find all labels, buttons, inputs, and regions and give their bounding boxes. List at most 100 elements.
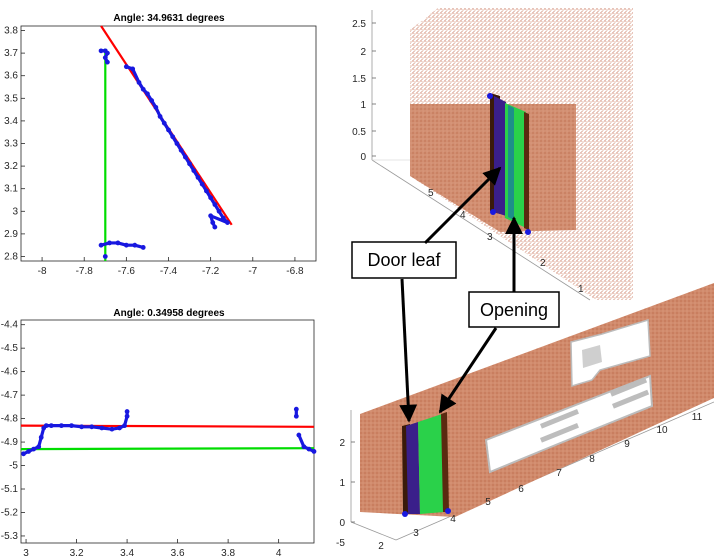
z-axis-ticks: 0 0.5 1 1.5 2 2.5 bbox=[352, 19, 376, 163]
cabinet-shelf bbox=[539, 423, 579, 443]
y-tick-label: 2.8 bbox=[4, 251, 18, 262]
3d-view-bottom: 0 1 2 2 3 4 5 6 7 8 9 10 11 -5 bbox=[336, 283, 714, 552]
door-frame-right bbox=[441, 412, 449, 512]
door-opening-shade bbox=[508, 105, 514, 220]
data-point bbox=[104, 59, 110, 65]
y-tick-label: -5.1 bbox=[1, 484, 19, 495]
y-tick-label: 3.1 bbox=[4, 184, 18, 195]
depth-tick-label: 4 bbox=[460, 210, 466, 221]
y-tick-label: 2.9 bbox=[4, 229, 18, 240]
cabinet-shelf bbox=[540, 409, 579, 429]
chart-bottom-angle: Angle: 0.34958 degrees -4.4 -4.5 -4.6 -4.7 -… bbox=[1, 308, 317, 559]
x-axis: 3 3.2 3.4 3.6 3.8 4 bbox=[23, 539, 282, 559]
y-tick-label: 3.5 bbox=[4, 93, 18, 104]
data-point bbox=[293, 413, 299, 419]
z-tick-label: 2 bbox=[339, 438, 345, 449]
x-tick-label: 3.6 bbox=[171, 548, 185, 559]
green-line bbox=[20, 447, 315, 451]
y-tick-label: 3.2 bbox=[4, 161, 18, 172]
y-tick-label: -4.8 bbox=[1, 414, 19, 425]
y-axis: -4.4 -4.5 -4.6 -4.7 -4.8 -4.9 -5 -5.1 -5.2 -5.3 bbox=[1, 320, 25, 542]
x-tick-label: 11 bbox=[692, 412, 703, 423]
x-tick-label: 3.4 bbox=[120, 548, 134, 559]
x-tick-label: 4 bbox=[450, 514, 456, 525]
door-opening bbox=[418, 414, 444, 514]
door-leaf bbox=[406, 422, 420, 514]
x-tick-label: 2 bbox=[378, 541, 384, 552]
door-corner-point bbox=[445, 508, 451, 514]
callout-label: Opening bbox=[480, 300, 548, 320]
door-corner-point bbox=[490, 209, 496, 215]
y-tick-label: -5.3 bbox=[1, 531, 19, 542]
callout-arrow bbox=[399, 278, 418, 423]
x-tick-label: 7 bbox=[556, 468, 562, 479]
callout-opening: Opening bbox=[438, 216, 560, 414]
y-tick-label: 3.8 bbox=[4, 26, 18, 37]
y-tick-label: -4.7 bbox=[1, 390, 19, 401]
x-tick-label: 5 bbox=[485, 497, 491, 508]
z-axis-ticks: 0 1 2 bbox=[339, 438, 355, 529]
door-corner-point bbox=[402, 511, 408, 517]
x-tick-label: -7.6 bbox=[118, 266, 136, 277]
window-opening bbox=[570, 319, 651, 388]
data-point bbox=[212, 224, 218, 230]
y-tick-label: -4.6 bbox=[1, 367, 19, 378]
x-tick-label: 3.8 bbox=[221, 548, 235, 559]
x-tick-label: 4 bbox=[276, 548, 282, 559]
window-clutter bbox=[582, 345, 602, 368]
y-tick-label: -4.4 bbox=[1, 320, 19, 331]
x-tick-label: 3.2 bbox=[70, 548, 84, 559]
x-tick-label: 10 bbox=[656, 425, 668, 436]
y-tick-label: -5 bbox=[336, 538, 345, 549]
y-tick-label: 3 bbox=[12, 206, 18, 217]
x-tick-label: 3 bbox=[23, 548, 29, 559]
callout-arrow bbox=[423, 166, 502, 245]
z-tick-label: 2 bbox=[360, 47, 366, 58]
data-point bbox=[140, 245, 146, 250]
data-point-trace bbox=[131, 67, 141, 85]
plot-area bbox=[20, 319, 315, 544]
plot-area bbox=[20, 25, 317, 262]
x-tick-label: 8 bbox=[589, 454, 595, 465]
y-tick-label: 3.4 bbox=[4, 116, 18, 127]
callout-arrow bbox=[438, 327, 498, 414]
x-tick-label: -7.2 bbox=[202, 266, 220, 277]
x-tick-label: 9 bbox=[624, 439, 630, 450]
z-tick-label: 2.5 bbox=[352, 19, 366, 30]
door-corner-point bbox=[487, 93, 493, 99]
depth-tick-label: 1 bbox=[578, 284, 584, 295]
y-axis-ticks: -5 bbox=[336, 538, 345, 549]
cabinet-opening bbox=[484, 374, 654, 474]
cabinet-shelf bbox=[611, 389, 650, 409]
depth-tick-label: 5 bbox=[428, 188, 434, 199]
depth-axis-line bbox=[371, 159, 591, 301]
y-tick-label: -5.2 bbox=[1, 507, 19, 518]
z-tick-label: 1 bbox=[360, 100, 366, 111]
x-tick-label: -7.4 bbox=[160, 266, 178, 277]
chart-top-angle: Angle: 34.9631 degrees 2.8 2.9 3 3.1 3.2 3.3 3… bbox=[4, 13, 317, 277]
z-tick-label: 0.5 bbox=[352, 127, 366, 138]
plot-marks bbox=[98, 25, 233, 261]
floor-edge bbox=[350, 521, 397, 541]
callout-label: Door leaf bbox=[367, 250, 441, 270]
door-leaf bbox=[494, 96, 506, 216]
y-tick-label: 3.7 bbox=[4, 48, 18, 59]
y-tick-label: 3.6 bbox=[4, 71, 18, 82]
x-axis: -8 -7.8 -7.6 -7.4 -7.2 -7 -6.8 bbox=[38, 257, 304, 277]
x-tick-label: 6 bbox=[518, 484, 524, 495]
door-corner-point bbox=[525, 229, 531, 235]
door-frame-right bbox=[524, 112, 529, 230]
y-tick-label: -4.5 bbox=[1, 343, 19, 354]
y-tick-label: -5 bbox=[9, 461, 18, 472]
x-axis-ticks: 2 3 4 5 6 7 8 9 10 11 bbox=[378, 412, 702, 552]
data-point bbox=[124, 409, 130, 414]
data-point-trace bbox=[209, 214, 230, 225]
chart-title: Angle: 34.9631 degrees bbox=[113, 13, 225, 24]
callout-door-leaf: Door leaf bbox=[351, 166, 502, 423]
y-axis: 2.8 2.9 3 3.1 3.2 3.3 3.4 3.5 3.6 3.7 3.8 bbox=[4, 26, 25, 262]
cabinet-shelf bbox=[610, 377, 648, 397]
depth-axis-ticks: 5 4 3 2 1 bbox=[428, 188, 584, 295]
chart-title: Angle: 0.34958 degrees bbox=[113, 308, 225, 319]
z-tick-label: 1 bbox=[339, 478, 345, 489]
